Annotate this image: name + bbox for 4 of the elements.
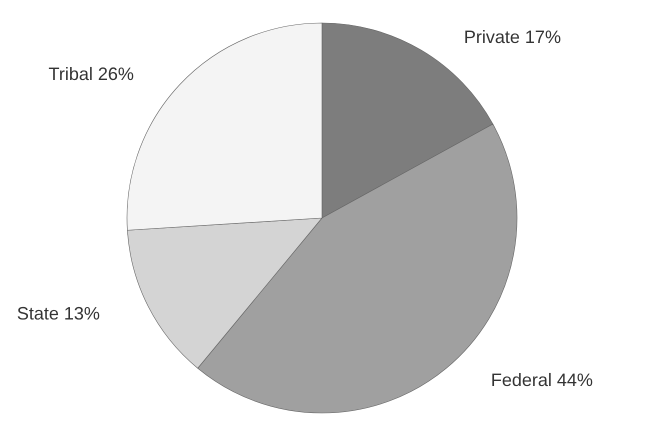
slice-label: Tribal 26% xyxy=(48,64,134,84)
slice-label: Private 17% xyxy=(464,27,561,48)
slice-label: State 13% xyxy=(16,303,100,324)
slice-label: Federal 44% xyxy=(490,370,593,390)
